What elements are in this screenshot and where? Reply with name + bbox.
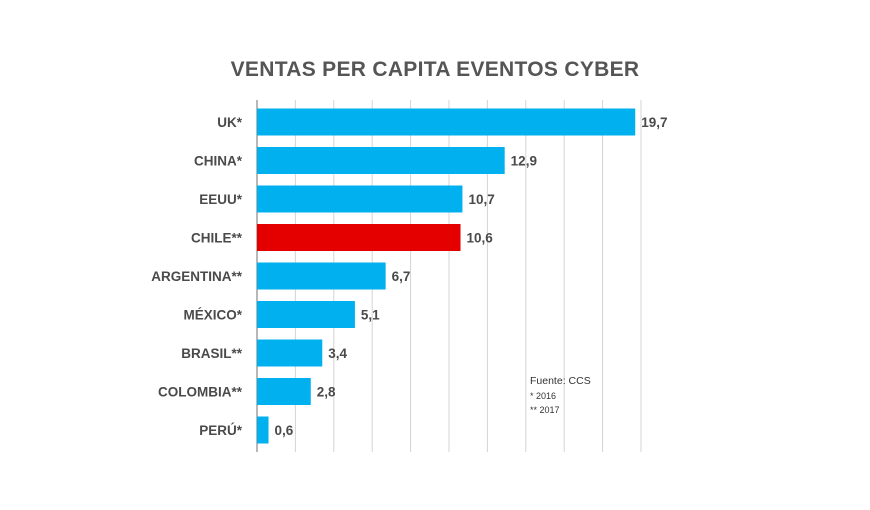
value-label: 19,7 bbox=[641, 115, 667, 130]
category-label: CHINA* bbox=[194, 154, 243, 169]
bar-2 bbox=[257, 185, 463, 213]
category-label: BRASIL** bbox=[181, 346, 243, 361]
value-label: 2,8 bbox=[317, 385, 336, 400]
labels: UK* 19,7 CHINA* 12,9 EEUU* 10,7 CHILE** 10,6 ARG… bbox=[151, 115, 667, 438]
value-label: 12,9 bbox=[511, 154, 537, 169]
bar-6 bbox=[257, 339, 323, 367]
bar-1 bbox=[257, 147, 505, 174]
footnote-2016: * 2016 bbox=[530, 391, 557, 401]
category-label: EEUU* bbox=[199, 192, 243, 207]
category-label: ARGENTINA** bbox=[151, 269, 243, 284]
value-label: 3,4 bbox=[328, 346, 347, 361]
value-label: 10,6 bbox=[467, 231, 494, 246]
value-label: 6,7 bbox=[392, 269, 411, 284]
value-label: 0,6 bbox=[275, 423, 294, 438]
bar-8 bbox=[257, 416, 269, 444]
category-label: CHILE** bbox=[191, 231, 243, 246]
value-label: 5,1 bbox=[361, 308, 380, 323]
category-label: PERÚ* bbox=[199, 423, 243, 438]
category-label: MÉXICO* bbox=[183, 308, 242, 323]
bar-0 bbox=[257, 108, 636, 136]
bar-7 bbox=[257, 378, 311, 405]
footnote-2017: ** 2017 bbox=[530, 405, 560, 415]
bar-3 bbox=[257, 224, 461, 251]
source-note: Fuente: CCS bbox=[530, 375, 591, 387]
category-label: UK* bbox=[217, 115, 242, 130]
bars bbox=[257, 108, 636, 444]
chart-title: VENTAS PER CAPITA EVENTOS CYBER bbox=[230, 58, 640, 81]
bar-4 bbox=[257, 262, 386, 290]
value-label: 10,7 bbox=[468, 192, 494, 207]
bar-5 bbox=[257, 301, 355, 328]
category-label: COLOMBIA** bbox=[158, 385, 243, 400]
